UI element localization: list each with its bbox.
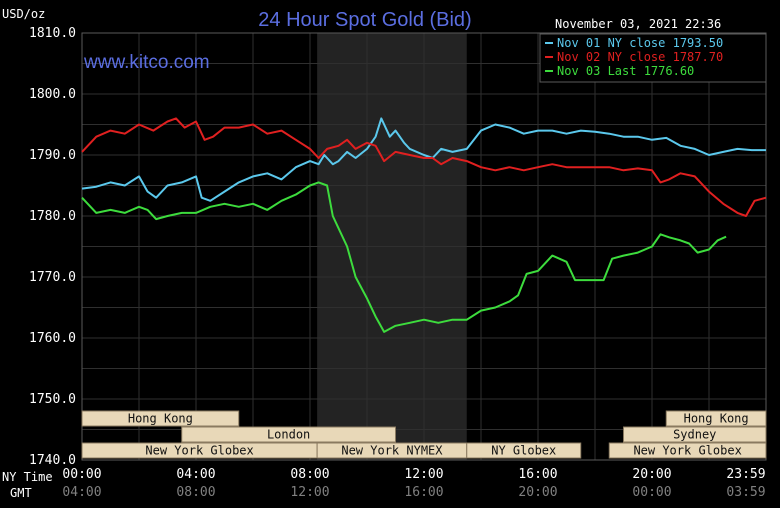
market-box bbox=[466, 442, 582, 459]
market-label: Hong Kong bbox=[128, 412, 193, 426]
market-session: NY Globex bbox=[466, 442, 582, 459]
market-label: Hong Kong bbox=[684, 412, 749, 426]
legend-entry: Nov 03 Last 1776.60 bbox=[557, 64, 694, 78]
x2-tick-label: 16:00 bbox=[404, 485, 443, 500]
market-session: Hong Kong bbox=[81, 410, 240, 427]
y-tick-label: 1780.0 bbox=[29, 209, 76, 224]
market-label: NY Globex bbox=[491, 444, 556, 458]
x2-tick-label: 20:00 bbox=[518, 485, 557, 500]
market-label: New York NYMEX bbox=[341, 444, 443, 458]
y-tick-label: 1750.0 bbox=[29, 392, 76, 407]
x-tick-label: 08:00 bbox=[290, 467, 329, 482]
legend-entry: Nov 02 NY close 1787.70 bbox=[557, 50, 723, 64]
plot-area: Hong Kong Hong Kong London Sydney New York G… bbox=[2, 26, 767, 500]
y-tick-label: 1770.0 bbox=[29, 270, 76, 285]
x2-tick-label: 08:00 bbox=[176, 485, 215, 500]
series-line bbox=[81, 117, 767, 217]
plot-frame bbox=[81, 32, 767, 461]
market-box bbox=[81, 410, 240, 427]
market-label: Sydney bbox=[673, 428, 716, 442]
x-tick-label: 04:00 bbox=[176, 467, 215, 482]
series-line bbox=[81, 117, 766, 202]
y-tick-label: 1760.0 bbox=[29, 331, 76, 346]
market-session: New York NYMEX bbox=[316, 442, 468, 459]
x-tick-label: 16:00 bbox=[518, 467, 557, 482]
legend-entry: Nov 01 NY close 1793.50 bbox=[557, 36, 723, 50]
x-row-label: NY Time bbox=[2, 470, 53, 484]
market-box bbox=[623, 426, 767, 443]
y-tick-label: 1810.0 bbox=[29, 26, 76, 41]
y-tick-label: 1790.0 bbox=[29, 148, 76, 163]
market-label: New York Globex bbox=[145, 444, 253, 458]
y-tick-label: 1800.0 bbox=[29, 87, 76, 102]
market-session: Hong Kong bbox=[665, 410, 767, 427]
chart-title: 24 Hour Spot Gold (Bid) bbox=[258, 9, 471, 31]
market-label: New York Globex bbox=[633, 444, 741, 458]
x-tick-label: 00:00 bbox=[62, 467, 101, 482]
market-session: New York Globex bbox=[608, 442, 767, 459]
y-tick-label: 1740.0 bbox=[29, 453, 76, 468]
x2-tick-label: 04:00 bbox=[62, 485, 101, 500]
market-box bbox=[665, 410, 767, 427]
x2-row-label: GMT bbox=[10, 486, 32, 500]
x2-tick-label: 03:59 bbox=[726, 485, 765, 500]
legend-box bbox=[539, 33, 767, 83]
timestamp: November 03, 2021 22:36 bbox=[555, 17, 721, 31]
market-session: London bbox=[181, 426, 396, 443]
market-session: Sydney bbox=[623, 426, 767, 443]
x2-tick-label: 00:00 bbox=[632, 485, 671, 500]
watermark: www.kitco.com bbox=[83, 52, 210, 73]
units-label: USD/oz bbox=[2, 7, 45, 21]
x-tick-label: 12:00 bbox=[404, 467, 443, 482]
market-box bbox=[608, 442, 767, 459]
market-box bbox=[181, 426, 396, 443]
x2-tick-label: 12:00 bbox=[290, 485, 329, 500]
market-session: New York Globex bbox=[81, 442, 318, 459]
x-tick-label: 23:59 bbox=[726, 467, 765, 482]
market-label: London bbox=[267, 428, 310, 442]
series-line bbox=[81, 181, 727, 333]
x-tick-label: 20:00 bbox=[632, 467, 671, 482]
